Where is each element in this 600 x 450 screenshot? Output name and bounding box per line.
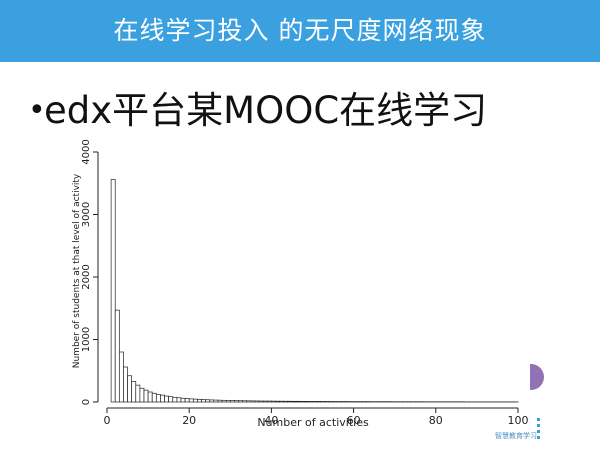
bar-16 (172, 396, 178, 403)
bar-7 (135, 384, 141, 403)
watermark-text: 智慧教育学习 (495, 432, 537, 440)
bar-8 (139, 387, 145, 403)
bar-11 (151, 392, 157, 403)
bullet-text: edx平台某MOOC在线学习 (44, 89, 488, 132)
bar-40 (271, 400, 276, 403)
bar-52 (320, 401, 326, 403)
bar-53 (324, 401, 330, 403)
x-tick-label-60: 60 (347, 414, 361, 427)
bar-18 (180, 397, 186, 403)
bullet-item: •edx平台某MOOC在线学习 (28, 86, 487, 136)
bar-24 (205, 399, 211, 403)
bar-9 (143, 389, 149, 403)
bar-33 (242, 400, 248, 403)
bar-49 (308, 401, 313, 403)
bar-38 (262, 400, 268, 403)
bar-42 (279, 400, 285, 403)
bar-45 (291, 400, 297, 403)
bar-48 (303, 401, 309, 403)
bar-31 (234, 400, 239, 403)
bar-19 (184, 398, 190, 403)
bar-17 (176, 397, 182, 403)
x-tick-label-80: 80 (429, 414, 443, 427)
bar-32 (238, 400, 243, 403)
bar-6 (131, 381, 137, 403)
bar-4 (123, 366, 128, 403)
slide-title: 在线学习投入 的无尺度网络现象 (113, 16, 487, 45)
bar-36 (254, 400, 260, 403)
bar-25 (209, 399, 215, 403)
bar-5 (127, 375, 133, 403)
y-tick-label-0: 0 (81, 399, 92, 405)
bar-37 (258, 400, 264, 403)
y-axis-label: Number of students at that level of acti… (72, 173, 82, 368)
x-tick-label-0: 0 (104, 414, 111, 427)
bars-group (110, 179, 519, 403)
bar-29 (225, 400, 231, 403)
bar-21 (192, 398, 198, 403)
bar-22 (197, 399, 202, 403)
decorative-marks (537, 418, 540, 442)
bar-14 (164, 395, 169, 403)
bar-15 (168, 396, 174, 403)
bar-47 (299, 401, 305, 403)
bar-2 (114, 309, 120, 403)
bar-1 (110, 179, 116, 403)
bar-41 (275, 400, 280, 403)
bar-54 (328, 401, 334, 403)
bar-23 (201, 399, 206, 403)
y-tick-label-2000: 2000 (81, 264, 92, 289)
y-tick-label-1000: 1000 (81, 327, 92, 352)
bar-51 (316, 401, 322, 403)
x-tick-label-100: 100 (508, 414, 529, 427)
bullet-marker: • (28, 93, 46, 128)
bar-3 (118, 351, 124, 403)
bar-20 (188, 398, 194, 403)
bar-30 (229, 400, 235, 403)
x-axis-label: Number of activities (257, 416, 369, 429)
bar-35 (250, 400, 256, 403)
y-tick-label-4000: 4000 (81, 139, 92, 164)
bar-44 (287, 400, 293, 403)
bar-43 (283, 400, 289, 403)
bar-46 (295, 400, 301, 403)
x-tick-label-20: 20 (182, 414, 196, 427)
bar-34 (246, 400, 252, 403)
bar-50 (312, 401, 317, 403)
bar-26 (213, 399, 219, 403)
bar-12 (155, 394, 161, 403)
title-bar: 在线学习投入 的无尺度网络现象 (0, 0, 600, 62)
bar-27 (217, 399, 223, 403)
bar-39 (266, 400, 272, 403)
y-tick-label-3000: 3000 (81, 202, 92, 227)
bar-10 (147, 391, 153, 403)
bar-13 (160, 394, 165, 403)
x-tick-label-40: 40 (264, 414, 278, 427)
decorative-arc (530, 364, 544, 390)
bar-28 (221, 399, 227, 403)
